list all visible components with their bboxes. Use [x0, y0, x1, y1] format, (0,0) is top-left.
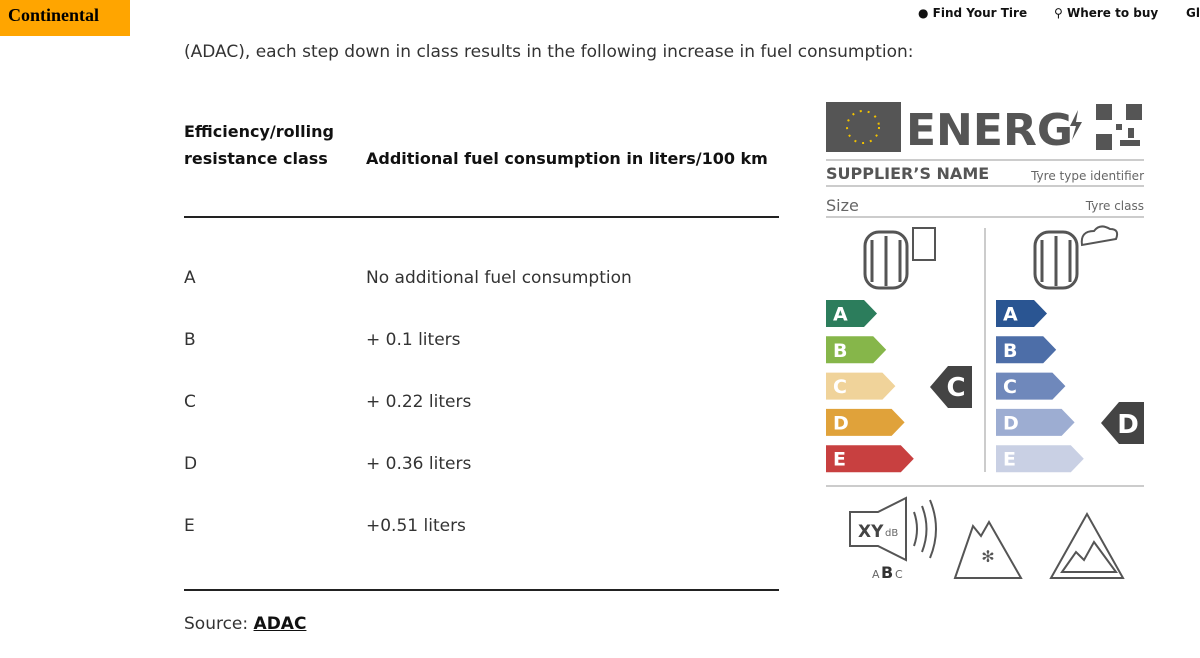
ice-icon	[1049, 511, 1125, 579]
lightning	[1070, 110, 1082, 140]
noise-class: B	[881, 563, 893, 582]
table-cell: No additional fuel consumption	[366, 268, 632, 288]
class-arrow	[996, 372, 1066, 400]
class-letter: D	[833, 412, 849, 434]
nav-item[interactable]: Gl	[1186, 6, 1200, 20]
class-letter: B	[833, 340, 847, 362]
noise-unit: dB	[885, 528, 898, 539]
class-arrow	[826, 372, 896, 400]
table-header: Additional fuel consumption in liters/10…	[366, 149, 768, 168]
class-arrow	[826, 300, 877, 327]
table-cell: E	[184, 516, 195, 536]
table-rule	[184, 589, 779, 591]
table-cell: C	[184, 392, 196, 412]
eu-flag	[826, 102, 901, 152]
class-arrow	[826, 408, 905, 436]
type-id: Tyre type identifier	[1030, 169, 1144, 183]
class-letter: A	[833, 304, 848, 326]
class-letter: C	[1003, 376, 1017, 398]
source-label: Source:	[184, 614, 249, 634]
noise-class: A	[872, 568, 880, 581]
table-cell: + 0.22 liters	[366, 392, 472, 412]
wet-icon	[1033, 225, 1119, 290]
noise-icon	[849, 496, 907, 562]
noise-class: C	[895, 568, 903, 581]
logo[interactable]: Continental	[0, 0, 130, 36]
class-letter: E	[833, 449, 846, 471]
nav-item[interactable]: ● Find Your Tire	[918, 6, 1028, 20]
energy-label: ENERG SUPPLIER’S NAME Tyre type identifi…	[826, 102, 1144, 582]
class-letter: A	[1003, 304, 1018, 326]
size: Size	[826, 196, 859, 215]
class-arrow	[826, 336, 887, 364]
fuel-rating: C	[946, 373, 965, 403]
wet-rating: D	[1117, 410, 1139, 440]
nav-label[interactable]: Where to buy	[1066, 6, 1159, 20]
class-arrow	[826, 445, 914, 473]
eu-stars	[846, 110, 880, 144]
fuel-rating-arrow	[930, 366, 972, 408]
noise-value: XY	[858, 522, 884, 542]
intro-text: (ADAC), each step down in class results …	[184, 42, 914, 62]
table-cell: + 0.1 liters	[366, 330, 461, 350]
snowflake: ✻	[981, 547, 994, 566]
source-link[interactable]: ADAC	[253, 614, 307, 634]
class-arrow	[996, 300, 1047, 327]
wet-rating-arrow	[1101, 402, 1144, 444]
class-letter: E	[1003, 449, 1016, 471]
class-arrow	[996, 336, 1057, 364]
class-arrow	[996, 408, 1075, 436]
table-cell: A	[184, 268, 196, 288]
supplier: SUPPLIER’S NAME	[826, 164, 989, 183]
nav-item[interactable]: ⚲ Where to buy	[1054, 6, 1159, 20]
table-rule	[184, 216, 779, 218]
table-cell: D	[184, 454, 198, 474]
table-cell: + 0.36 liters	[366, 454, 472, 474]
snow-icon	[953, 519, 1023, 579]
class-letter: B	[1003, 340, 1017, 362]
nav-label[interactable]: Find Your Tire	[932, 6, 1028, 20]
tyre-class: Tyre class	[1085, 199, 1144, 213]
table-cell: B	[184, 330, 196, 350]
source: Source: ADAC	[184, 614, 306, 634]
noise-waves	[913, 499, 937, 559]
table-cell: +0.51 liters	[366, 516, 466, 536]
class-arrow	[996, 445, 1084, 473]
nav-label[interactable]: Gl	[1186, 6, 1200, 20]
label-title: ENERG	[906, 105, 1073, 156]
class-letter: D	[1003, 412, 1019, 434]
qr-code	[1096, 104, 1142, 150]
table-header: Efficiency/rolling resistance class	[184, 122, 334, 168]
class-letter: C	[833, 376, 847, 398]
fuel-icon	[863, 227, 936, 290]
